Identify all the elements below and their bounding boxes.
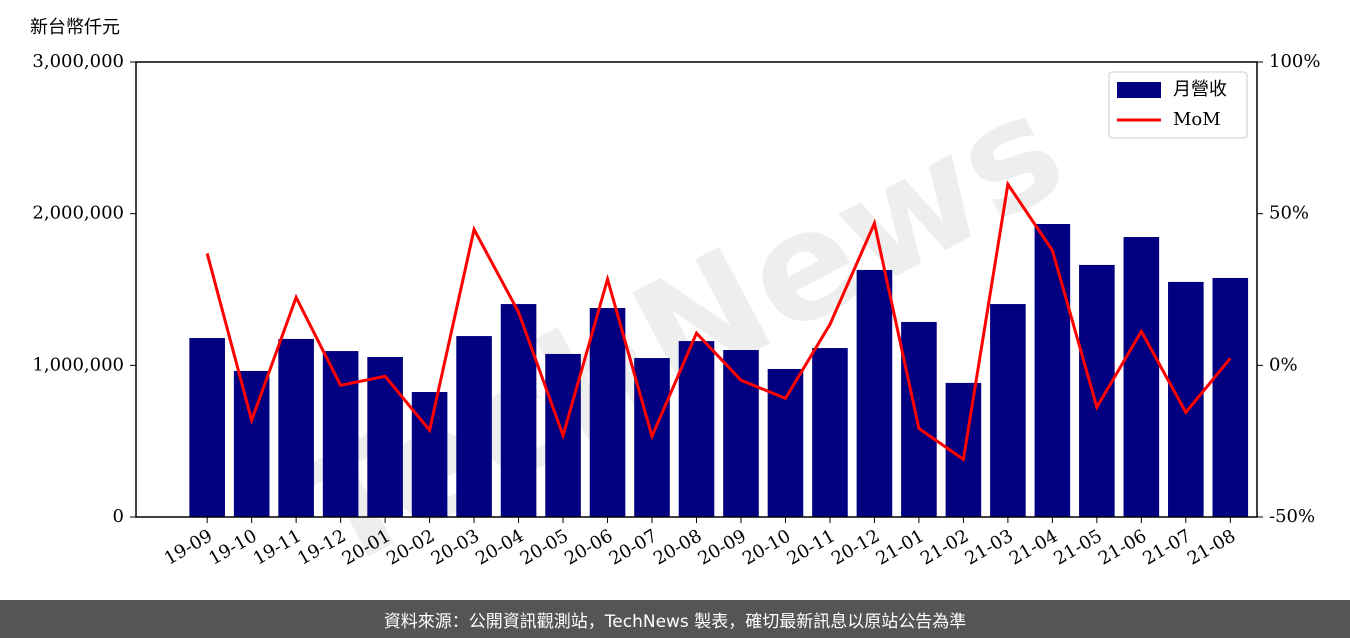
x-tick-label: 21-04 xyxy=(1006,525,1061,569)
x-tick-label: 20-08 xyxy=(650,525,705,569)
x-tick-label: 20-12 xyxy=(828,525,883,569)
bar xyxy=(812,348,848,517)
bar xyxy=(189,338,225,517)
x-tick-label: 20-06 xyxy=(561,525,616,569)
bar xyxy=(367,356,403,517)
x-tick-label: 20-05 xyxy=(517,525,572,569)
legend-label: MoM xyxy=(1173,109,1221,130)
y2-tick-label: 0% xyxy=(1269,354,1298,375)
bar xyxy=(767,368,804,517)
x-tick-label: 21-03 xyxy=(961,525,1016,569)
x-tick-label: 20-09 xyxy=(695,525,750,569)
bar xyxy=(411,392,448,517)
bar xyxy=(1123,237,1160,518)
x-tick-label: 20-10 xyxy=(739,525,794,569)
x-tick-label: 20-07 xyxy=(606,525,661,569)
x-tick-label: 19-09 xyxy=(161,525,216,569)
watermark: TechNews xyxy=(271,60,1090,600)
x-tick-label: 21-07 xyxy=(1139,525,1194,569)
x-tick-label: 19-10 xyxy=(205,525,260,569)
y-tick-label: 2,000,000 xyxy=(32,203,124,224)
y2-tick-label: 50% xyxy=(1269,203,1309,224)
bar xyxy=(856,269,893,517)
bar xyxy=(1079,264,1115,517)
y-axis-label: 新台幣仟元 xyxy=(30,17,120,38)
bar xyxy=(322,351,359,517)
x-tick-label: 20-11 xyxy=(784,525,839,569)
bar xyxy=(233,370,270,517)
chart: TechNews 新台幣仟元 0 1,000,000 2,000,000 3,000,… xyxy=(30,17,1320,600)
bar xyxy=(278,338,314,517)
bar xyxy=(901,321,937,517)
bar xyxy=(990,304,1026,517)
legend-swatch xyxy=(1117,82,1161,98)
bar xyxy=(723,350,759,517)
bar xyxy=(1034,223,1071,518)
footer: 資料來源：公開資訊觀測站，TechNews 製表，確切最新訊息以原站公告為準 xyxy=(0,600,1350,638)
x-tick-label: 19-11 xyxy=(250,525,305,569)
legend-label: 月營收 xyxy=(1173,79,1227,100)
x-tick-label: 21-05 xyxy=(1050,525,1105,569)
bar xyxy=(456,336,492,517)
x-tick-label: 21-08 xyxy=(1184,525,1239,569)
y-tick-label: 1,000,000 xyxy=(32,354,124,375)
y-tick-label: 3,000,000 xyxy=(32,51,124,72)
x-tick-label: 21-02 xyxy=(917,525,972,569)
line xyxy=(205,180,1232,462)
x-tick-label: 21-01 xyxy=(872,525,927,569)
bar xyxy=(1212,277,1249,517)
y2-tick-label: 100% xyxy=(1269,51,1320,72)
y-tick-label: 0 xyxy=(113,506,124,527)
bar xyxy=(678,341,715,517)
y2-tick-label: -50% xyxy=(1269,506,1315,527)
bar xyxy=(500,304,537,517)
bar xyxy=(589,308,626,517)
x-tick-label: 21-06 xyxy=(1095,525,1150,569)
